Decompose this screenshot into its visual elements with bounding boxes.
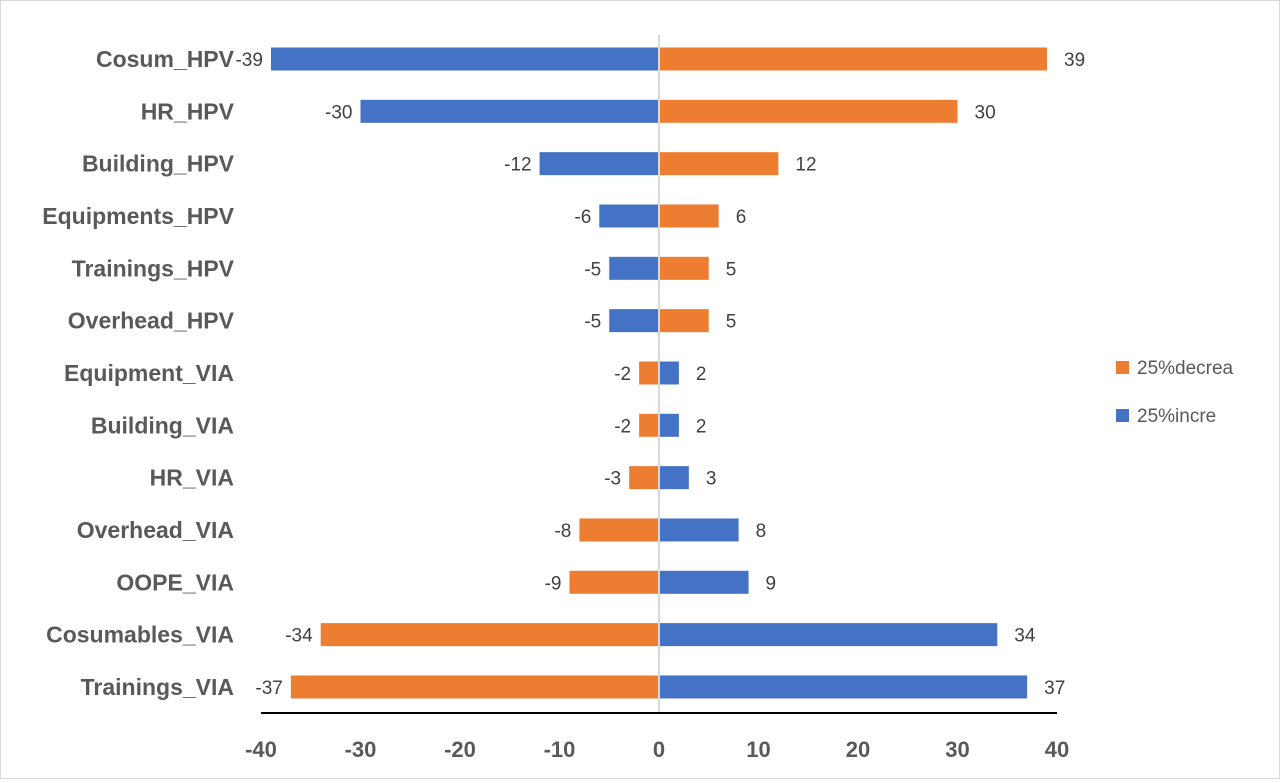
data-label-left-8: -3 bbox=[604, 469, 621, 490]
data-label-right-4: 5 bbox=[726, 259, 737, 280]
data-label-right-0: 39 bbox=[1064, 50, 1085, 71]
legend-swatch-1 bbox=[1116, 409, 1129, 422]
bar-decrease-5 bbox=[659, 309, 709, 333]
category-label-11: Cosumables_VIA bbox=[46, 622, 234, 648]
data-label-right-1: 30 bbox=[975, 102, 996, 123]
data-label-right-12: 37 bbox=[1044, 678, 1065, 699]
category-label-7: Building_VIA bbox=[91, 412, 234, 438]
category-label-2: Building_HPV bbox=[82, 151, 235, 177]
bar-decrease-11 bbox=[320, 623, 659, 647]
bar-decrease-9 bbox=[579, 518, 659, 542]
x-tick-label-0: -40 bbox=[245, 737, 277, 762]
bar-increase-6 bbox=[659, 361, 679, 385]
legend-label-0: 25%decrea bbox=[1137, 358, 1234, 379]
data-label-left-4: -5 bbox=[584, 259, 601, 280]
data-label-right-10: 9 bbox=[766, 573, 777, 594]
data-label-left-7: -2 bbox=[614, 416, 631, 437]
x-tick-label-6: 20 bbox=[846, 737, 870, 762]
x-tick-label-4: 0 bbox=[653, 737, 665, 762]
bar-increase-12 bbox=[659, 675, 1028, 699]
x-tick-label-7: 30 bbox=[945, 737, 969, 762]
bar-increase-7 bbox=[659, 413, 679, 437]
category-label-9: Overhead_VIA bbox=[77, 517, 234, 543]
category-label-8: HR_VIA bbox=[150, 465, 234, 491]
data-label-left-0: -39 bbox=[235, 50, 262, 71]
bar-increase-1 bbox=[360, 99, 659, 123]
x-tick-labels-layer: -40 -30 -20 -10 0 10 20 30 40 bbox=[245, 737, 1069, 762]
category-label-12: Trainings_VIA bbox=[81, 674, 234, 700]
bar-decrease-6 bbox=[639, 361, 659, 385]
data-label-right-2: 12 bbox=[795, 155, 816, 176]
x-tick-label-5: 10 bbox=[746, 737, 770, 762]
data-label-left-11: -34 bbox=[285, 626, 313, 647]
data-label-right-11: 34 bbox=[1014, 626, 1036, 647]
bar-increase-3 bbox=[599, 204, 659, 228]
bar-increase-11 bbox=[659, 623, 998, 647]
category-labels-layer: Cosum_HPV HR_HPV Building_HPV Equipments_HP… bbox=[42, 46, 234, 700]
bar-decrease-2 bbox=[659, 152, 779, 176]
bar-decrease-7 bbox=[639, 413, 659, 437]
x-tick-label-1: -30 bbox=[345, 737, 377, 762]
bar-decrease-12 bbox=[290, 675, 659, 699]
data-label-left-1: -30 bbox=[325, 102, 352, 123]
bar-increase-5 bbox=[609, 309, 659, 333]
category-label-10: OOPE_VIA bbox=[116, 569, 234, 595]
legend-swatch-0 bbox=[1116, 361, 1129, 374]
category-label-5: Overhead_HPV bbox=[68, 308, 235, 334]
legend: 25%decrea 25%incre bbox=[1116, 358, 1234, 427]
x-tick-label-8: 40 bbox=[1045, 737, 1069, 762]
bar-decrease-3 bbox=[659, 204, 719, 228]
x-tick-label-3: -10 bbox=[544, 737, 576, 762]
category-label-1: HR_HPV bbox=[141, 98, 235, 124]
category-label-0: Cosum_HPV bbox=[96, 46, 235, 72]
bar-decrease-0 bbox=[659, 47, 1048, 71]
data-label-left-2: -12 bbox=[504, 155, 531, 176]
data-label-right-7: 2 bbox=[696, 416, 707, 437]
data-label-left-12: -37 bbox=[255, 678, 282, 699]
data-label-left-9: -8 bbox=[554, 521, 571, 542]
data-labels-layer: -39 39 -30 30 -12 12 -6 6 -5 5 -5 5 -2 2 -2 2 -3 3 -8 8 -9 9 -… bbox=[235, 50, 1085, 699]
bar-increase-8 bbox=[659, 466, 689, 490]
legend-label-1: 25%incre bbox=[1137, 406, 1216, 427]
bar-decrease-1 bbox=[659, 99, 958, 123]
category-label-3: Equipments_HPV bbox=[42, 203, 234, 229]
bar-increase-4 bbox=[609, 256, 659, 280]
data-label-left-10: -9 bbox=[545, 573, 562, 594]
bar-decrease-4 bbox=[659, 256, 709, 280]
bar-increase-0 bbox=[270, 47, 659, 71]
data-label-right-3: 6 bbox=[736, 207, 747, 228]
bar-increase-2 bbox=[539, 152, 659, 176]
category-label-6: Equipment_VIA bbox=[64, 360, 234, 386]
bar-decrease-10 bbox=[569, 570, 659, 594]
category-label-4: Trainings_HPV bbox=[72, 255, 235, 281]
bar-decrease-8 bbox=[629, 466, 659, 490]
data-label-right-8: 3 bbox=[706, 469, 717, 490]
data-label-left-3: -6 bbox=[574, 207, 591, 228]
data-label-left-6: -2 bbox=[614, 364, 631, 385]
x-tick-label-2: -20 bbox=[444, 737, 476, 762]
bar-increase-9 bbox=[659, 518, 739, 542]
bars-layer bbox=[270, 47, 1048, 699]
data-label-right-5: 5 bbox=[726, 312, 737, 333]
data-label-right-6: 2 bbox=[696, 364, 707, 385]
data-label-left-5: -5 bbox=[584, 312, 601, 333]
data-label-right-9: 8 bbox=[756, 521, 767, 542]
bar-increase-10 bbox=[659, 570, 749, 594]
